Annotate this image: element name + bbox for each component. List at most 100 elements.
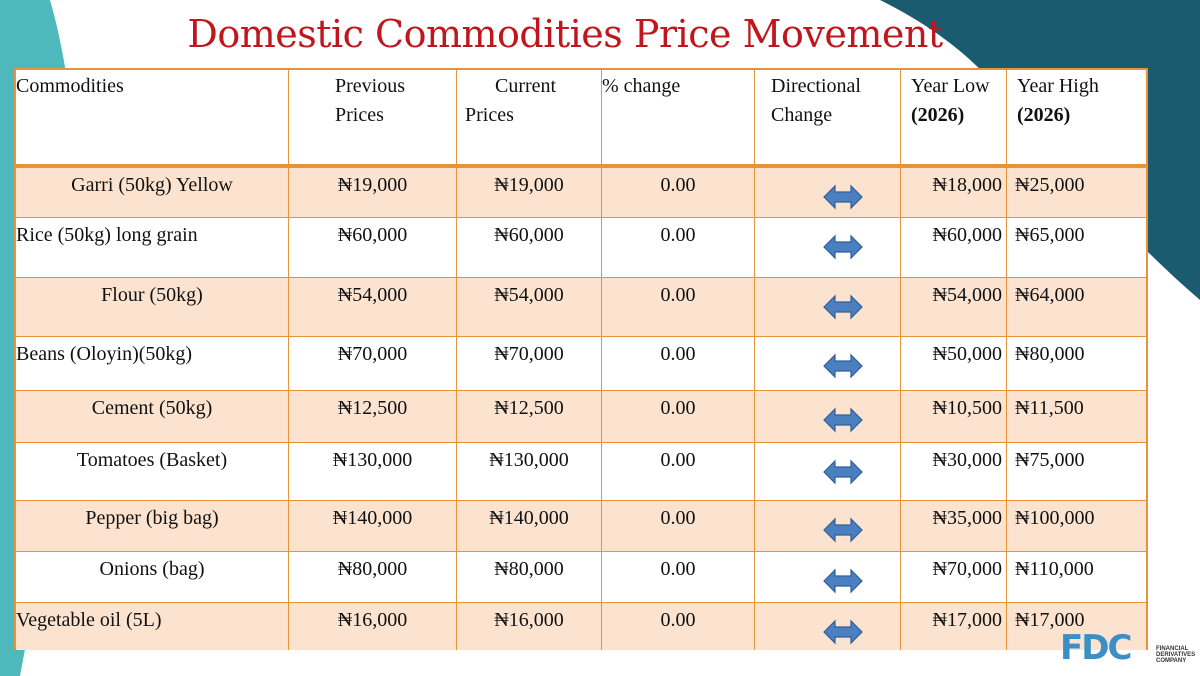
commodity-name-text: Pepper (big bag) [85, 507, 219, 529]
year-high-cell: ₦17,000 [1006, 603, 1148, 650]
commodities-table: Commodities Previous Prices Current Prices… [14, 68, 1148, 650]
commodity-name-text: Beans (Oloyin)(50kg) [16, 343, 193, 365]
year-high-cell: ₦64,000 [1006, 278, 1148, 336]
header-previous-prices: Previous Prices [288, 70, 456, 164]
table-row: Cement (50kg) ₦12,500 ₦12,500 0.00 ₦10,500 ₦1… [16, 390, 1146, 442]
commodity-name-cell: Rice (50kg) long grain [16, 218, 288, 277]
current-price-cell: ₦19,000 [456, 168, 601, 217]
directional-change-cell [754, 603, 900, 650]
year-low-text: ₦60,000 [932, 224, 1002, 246]
commodity-name-cell: Beans (Oloyin)(50kg) [16, 337, 288, 390]
commodity-name-text: Vegetable oil (5L) [16, 609, 162, 631]
commodity-name-text: Tomatoes (Basket) [76, 449, 228, 471]
year-high-text: ₦11,500 [1015, 397, 1084, 419]
pct-change-text: 0.00 [660, 174, 696, 196]
current-price-text: ₦60,000 [494, 224, 564, 246]
table-row: Vegetable oil (5L) ₦16,000 ₦16,000 0.00 ₦17,… [16, 602, 1146, 650]
current-price-cell: ₦130,000 [456, 443, 601, 500]
year-low-cell: ₦30,000 [900, 443, 1006, 500]
pct-change-cell: 0.00 [601, 603, 754, 650]
year-high-cell: ₦80,000 [1006, 337, 1148, 390]
pct-change-cell: 0.00 [601, 552, 754, 602]
previous-price-text: ₦60,000 [337, 224, 408, 246]
bidirectional-arrow-icon [823, 407, 863, 433]
header-commodities: Commodities [16, 75, 124, 97]
year-high-text: ₦17,000 [1015, 609, 1085, 631]
year-low-cell: ₦50,000 [900, 337, 1006, 390]
commodity-name-text: Rice (50kg) long grain [16, 224, 198, 246]
current-price-cell: ₦140,000 [456, 501, 601, 551]
bidirectional-arrow-icon [823, 184, 863, 210]
current-price-cell: ₦16,000 [456, 603, 601, 650]
pct-change-cell: 0.00 [601, 218, 754, 277]
current-price-text: ₦12,500 [494, 397, 564, 419]
previous-price-text: ₦140,000 [332, 507, 413, 529]
commodity-name-cell: Tomatoes (Basket) [16, 443, 288, 500]
previous-price-text: ₦54,000 [337, 284, 408, 306]
commodity-name-text: Cement (50kg) [91, 397, 213, 419]
table-row: Tomatoes (Basket) ₦130,000 ₦130,000 0.00 ₦30… [16, 442, 1146, 500]
current-price-text: ₦19,000 [494, 174, 564, 196]
pct-change-cell: 0.00 [601, 168, 754, 217]
year-low-cell: ₦70,000 [900, 552, 1006, 602]
bidirectional-arrow-icon [823, 517, 863, 543]
current-price-cell: ₦12,500 [456, 391, 601, 442]
pct-change-cell: 0.00 [601, 443, 754, 500]
pct-change-text: 0.00 [660, 224, 696, 246]
previous-price-text: ₦12,500 [337, 397, 408, 419]
previous-price-cell: ₦60,000 [288, 218, 456, 277]
year-high-cell: ₦65,000 [1006, 218, 1148, 277]
previous-price-cell: ₦140,000 [288, 501, 456, 551]
year-high-cell: ₦11,500 [1006, 391, 1148, 442]
year-low-text: ₦50,000 [932, 343, 1002, 365]
current-price-text: ₦54,000 [494, 284, 564, 306]
commodity-name-cell: Onions (bag) [16, 552, 288, 602]
year-high-text: ₦25,000 [1015, 174, 1085, 196]
directional-change-cell [754, 443, 900, 500]
table-row: Flour (50kg) ₦54,000 ₦54,000 0.00 ₦54,000 ₦64… [16, 277, 1146, 336]
year-low-text: ₦54,000 [932, 284, 1002, 306]
year-high-text: ₦75,000 [1015, 449, 1085, 471]
table-header-row: Commodities Previous Prices Current Prices… [16, 70, 1146, 167]
logo-mark: FDC [1060, 628, 1132, 668]
directional-change-cell [754, 278, 900, 336]
year-high-text: ₦65,000 [1015, 224, 1085, 246]
pct-change-cell: 0.00 [601, 337, 754, 390]
fdc-logo: FDC FINANCIAL DERIVATIVES COMPANY [1060, 628, 1200, 676]
year-low-cell: ₦10,500 [900, 391, 1006, 442]
current-price-text: ₦16,000 [494, 609, 564, 631]
previous-price-cell: ₦12,500 [288, 391, 456, 442]
directional-change-cell [754, 218, 900, 277]
current-price-cell: ₦54,000 [456, 278, 601, 336]
year-low-cell: ₦18,000 [900, 168, 1006, 217]
table-row: Beans (Oloyin)(50kg) ₦70,000 ₦70,000 0.00 ₦5… [16, 336, 1146, 390]
current-price-text: ₦130,000 [489, 449, 569, 471]
previous-price-text: ₦70,000 [337, 343, 408, 365]
previous-price-cell: ₦16,000 [288, 603, 456, 650]
year-low-text: ₦70,000 [932, 558, 1002, 580]
current-price-text: ₦80,000 [494, 558, 564, 580]
bidirectional-arrow-icon [823, 234, 863, 260]
previous-price-cell: ₦80,000 [288, 552, 456, 602]
previous-price-text: ₦130,000 [332, 449, 413, 471]
pct-change-cell: 0.00 [601, 501, 754, 551]
commodity-name-cell: Vegetable oil (5L) [16, 603, 288, 650]
year-high-text: ₦110,000 [1015, 558, 1094, 580]
current-price-cell: ₦70,000 [456, 337, 601, 390]
header-year-high: Year High (2026) [1006, 70, 1148, 164]
year-high-text: ₦64,000 [1015, 284, 1085, 306]
year-high-cell: ₦25,000 [1006, 168, 1148, 217]
previous-price-cell: ₦19,000 [288, 168, 456, 217]
commodity-name-cell: Pepper (big bag) [16, 501, 288, 551]
current-price-text: ₦140,000 [489, 507, 569, 529]
header-year-low: Year Low (2026) [900, 70, 1006, 164]
header-current-prices: Current Prices [456, 70, 601, 164]
pct-change-cell: 0.00 [601, 391, 754, 442]
bidirectional-arrow-icon [823, 568, 863, 594]
pct-change-text: 0.00 [660, 284, 696, 306]
year-high-text: ₦100,000 [1015, 507, 1095, 529]
table-row: Pepper (big bag) ₦140,000 ₦140,000 0.00 ₦35,… [16, 500, 1146, 551]
year-low-text: ₦18,000 [932, 174, 1002, 196]
bidirectional-arrow-icon [823, 619, 863, 645]
page-title: Domestic Commodities Price Movement [187, 12, 943, 56]
